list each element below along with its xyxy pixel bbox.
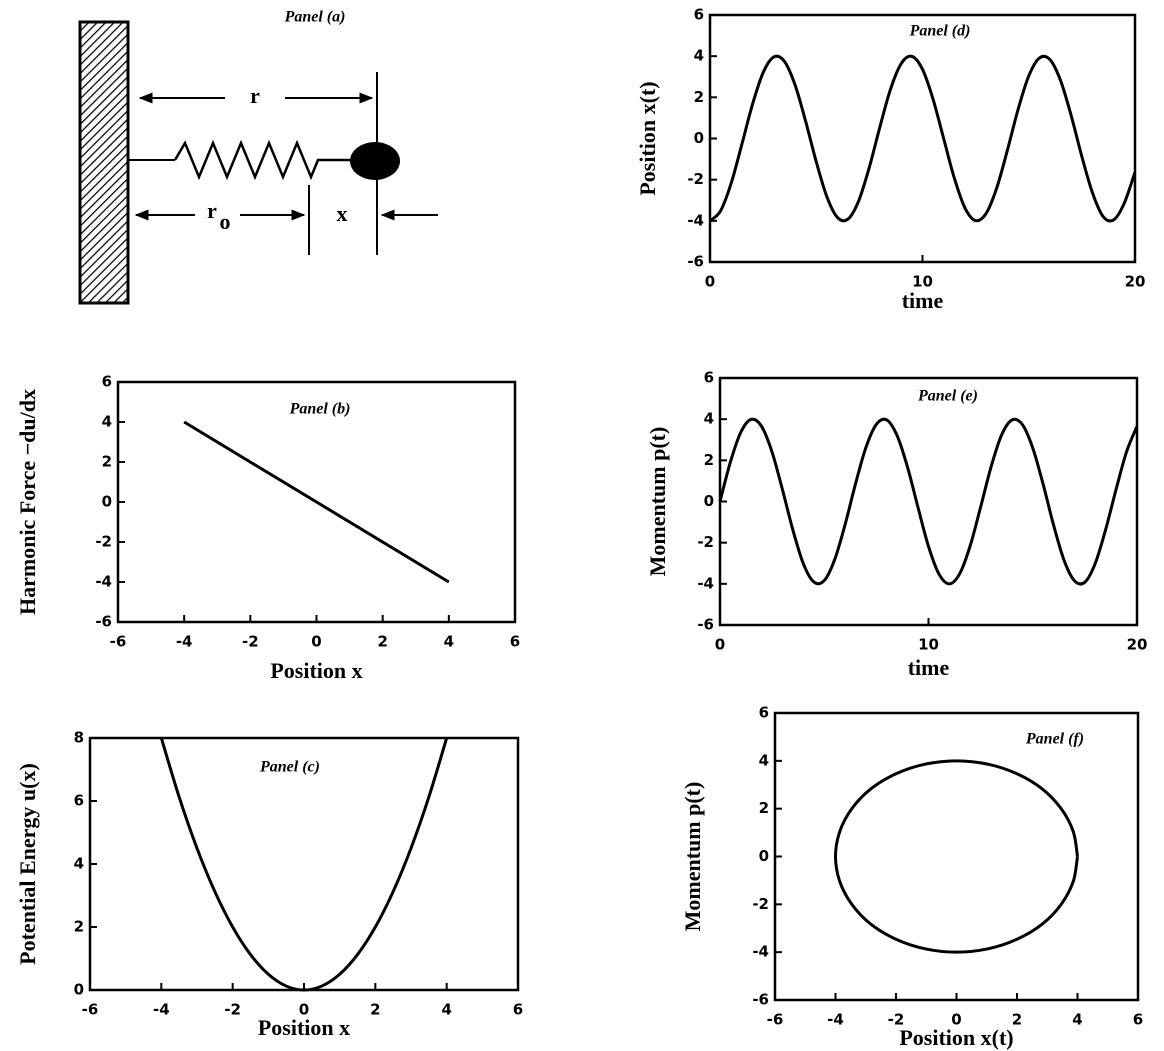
y-tick-label: 0 (704, 492, 714, 510)
y-tick-label: -4 (697, 574, 714, 592)
x-tick-label: 4 (444, 633, 454, 651)
x-tick-label: -4 (176, 633, 193, 651)
plot-frame (708, 13, 1137, 264)
x-tick-label: 2 (370, 1001, 380, 1019)
y-tick-label: -2 (752, 895, 769, 913)
x-tick-label: 2 (377, 633, 387, 651)
chart-panel: 0 10 20 -6 -4 -2 0 2 4 6 Panel (e) time Momentum p(t… (645, 369, 1147, 681)
label-r: r (250, 83, 260, 108)
chart-panel: -6 -4 -2 0 2 4 6 0 2 4 6 8 Panel (c) Position x Potent… (15, 729, 523, 1041)
x-tick-label: 0 (311, 633, 321, 651)
y-tick-label: 4 (74, 855, 84, 873)
plot-frame (718, 376, 1139, 627)
y-tick-label: 4 (704, 410, 714, 428)
x-tick-label: -6 (82, 1001, 99, 1019)
x-tick-label: 0 (299, 1001, 309, 1019)
y-tick-label: 8 (74, 729, 84, 747)
x-tick-label: 2 (1012, 1011, 1022, 1029)
y-tick-label: 6 (759, 704, 769, 722)
x-axis-label: Position x(t) (899, 1025, 1013, 1050)
panel-title: Panel (e) (917, 388, 978, 405)
x-tick-label: -2 (242, 633, 259, 651)
x-tick-label: 10 (918, 636, 939, 654)
y-axis-label: Momentum p(t) (645, 427, 670, 577)
y-tick-label: -6 (752, 991, 769, 1009)
x-axis-label: Position x (270, 658, 362, 683)
x-tick-label: 0 (715, 636, 725, 654)
x-tick-label: 0 (705, 273, 715, 291)
panel-title: Panel (f) (1025, 731, 1084, 748)
plot-frame (88, 736, 520, 992)
x-tick-label: -2 (224, 1001, 241, 1019)
y-tick-label: 6 (694, 6, 704, 24)
y-tick-label: 6 (704, 369, 714, 387)
wall (78, 20, 130, 305)
y-tick-label: -6 (687, 253, 704, 271)
x-tick-label: -4 (827, 1011, 844, 1029)
x-tick-label: 10 (912, 273, 933, 291)
panel-title: Panel (a) (284, 9, 346, 26)
y-tick-label: 0 (694, 129, 704, 147)
x-tick-label: 6 (513, 1001, 523, 1019)
y-tick-label: 6 (102, 373, 112, 391)
panel-title: Panel (c) (259, 759, 320, 776)
x-tick-label: 20 (1125, 273, 1146, 291)
x-axis-label: time (908, 655, 950, 680)
y-tick-label: 4 (102, 413, 112, 431)
data-line (159, 737, 449, 992)
x-tick-label: -6 (767, 1011, 784, 1029)
data-line (833, 759, 1079, 954)
x-tick-label: -2 (888, 1011, 905, 1029)
spring-diagram: Panel (a) r r o x (78, 9, 438, 305)
y-tick-label: -2 (95, 533, 112, 551)
y-tick-label: -4 (752, 943, 769, 961)
y-axis-label: Harmonic Force −du/dx (15, 389, 40, 615)
mass (350, 142, 400, 180)
y-tick-label: -4 (95, 573, 112, 591)
label-r0: r (207, 198, 217, 223)
chart-panel: -6 -4 -2 0 2 4 6 -6 -4 -2 0 2 4 6 Panel (b) Position x H… (15, 373, 520, 684)
x-tick-label: 4 (1072, 1011, 1082, 1029)
x-tick-label: 0 (951, 1011, 961, 1029)
x-axis-label: Position x (258, 1015, 350, 1040)
y-axis-label: Momentum p(t) (680, 782, 705, 932)
chart-panel: 0 10 20 -6 -4 -2 0 2 4 6 Panel (d) time Position x(t… (635, 6, 1145, 314)
y-tick-label: 4 (694, 47, 704, 65)
y-tick-label: 0 (102, 493, 112, 511)
x-tick-label: 4 (441, 1001, 451, 1019)
label-r0-subscript: o (220, 209, 231, 234)
y-tick-label: 2 (704, 451, 714, 469)
y-tick-label: -2 (687, 170, 704, 188)
y-axis-label: Potential Energy u(x) (15, 763, 40, 965)
y-tick-label: -2 (697, 533, 714, 551)
label-x: x (337, 201, 348, 226)
x-tick-label: -4 (153, 1001, 170, 1019)
data-line (708, 54, 1137, 223)
y-tick-label: 0 (74, 981, 84, 999)
y-axis-label: Position x(t) (635, 81, 660, 195)
y-tick-label: 2 (759, 799, 769, 817)
panel-title: Panel (d) (909, 23, 971, 40)
panel-title: Panel (b) (289, 401, 351, 418)
spring (173, 139, 350, 181)
y-tick-label: 2 (74, 918, 84, 936)
plot-frame (773, 711, 1140, 1002)
data-line (718, 417, 1139, 586)
y-tick-label: 6 (74, 792, 84, 810)
chart-panel: -6 -4 -2 0 2 4 6 -6 -4 -2 0 2 4 6 Panel (f) Position x(… (680, 704, 1143, 1051)
y-tick-label: -4 (687, 211, 704, 229)
y-tick-label: 2 (102, 453, 112, 471)
y-tick-label: -6 (697, 616, 714, 634)
x-axis-label: time (902, 288, 944, 313)
y-tick-label: 4 (759, 751, 769, 769)
y-tick-label: 0 (759, 847, 769, 865)
y-tick-label: 2 (694, 88, 704, 106)
x-tick-label: 6 (1133, 1011, 1143, 1029)
data-line (183, 420, 450, 584)
x-tick-label: 20 (1127, 636, 1148, 654)
x-tick-label: 6 (510, 633, 520, 651)
x-tick-label: -6 (110, 633, 127, 651)
y-tick-label: -6 (95, 613, 112, 631)
